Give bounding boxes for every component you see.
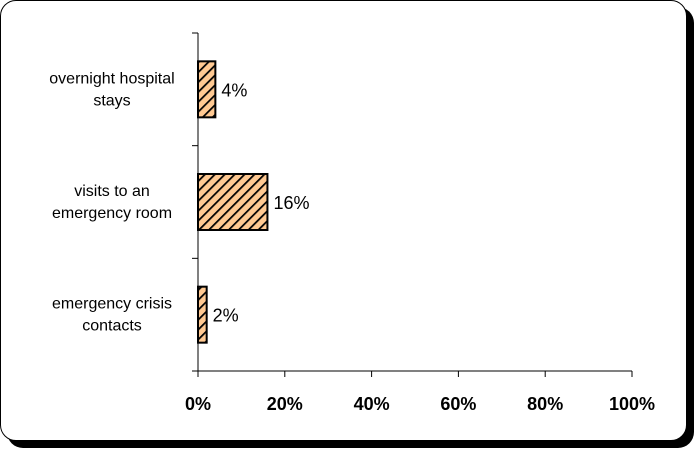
category-label: visits to an [74,183,150,200]
category-label: emergency room [52,205,172,222]
category-label: contacts [82,318,142,335]
bar [197,285,208,344]
x-tick-label: 0% [185,394,211,414]
labels: 0% 20% 40% 60% 80% 100% overnight hospital stay… [49,70,655,414]
x-tick-label: 80% [527,394,563,414]
bar [197,173,269,231]
category-label: stays [93,92,130,109]
chart-frame: 0% 20% 40% 60% 80% 100% overnight hospital stay… [0,0,687,441]
x-tick-label: 40% [354,394,390,414]
x-tick-label: 100% [609,394,655,414]
category-label: emergency crisis [52,296,172,313]
x-tick-label: 60% [440,394,476,414]
x-tick-label: 20% [267,394,303,414]
value-label: 4% [221,80,247,100]
value-label: 16% [273,193,309,213]
bars [197,60,269,344]
category-label: overnight hospital [49,70,174,87]
value-label: 2% [213,306,239,326]
bar [197,60,217,119]
